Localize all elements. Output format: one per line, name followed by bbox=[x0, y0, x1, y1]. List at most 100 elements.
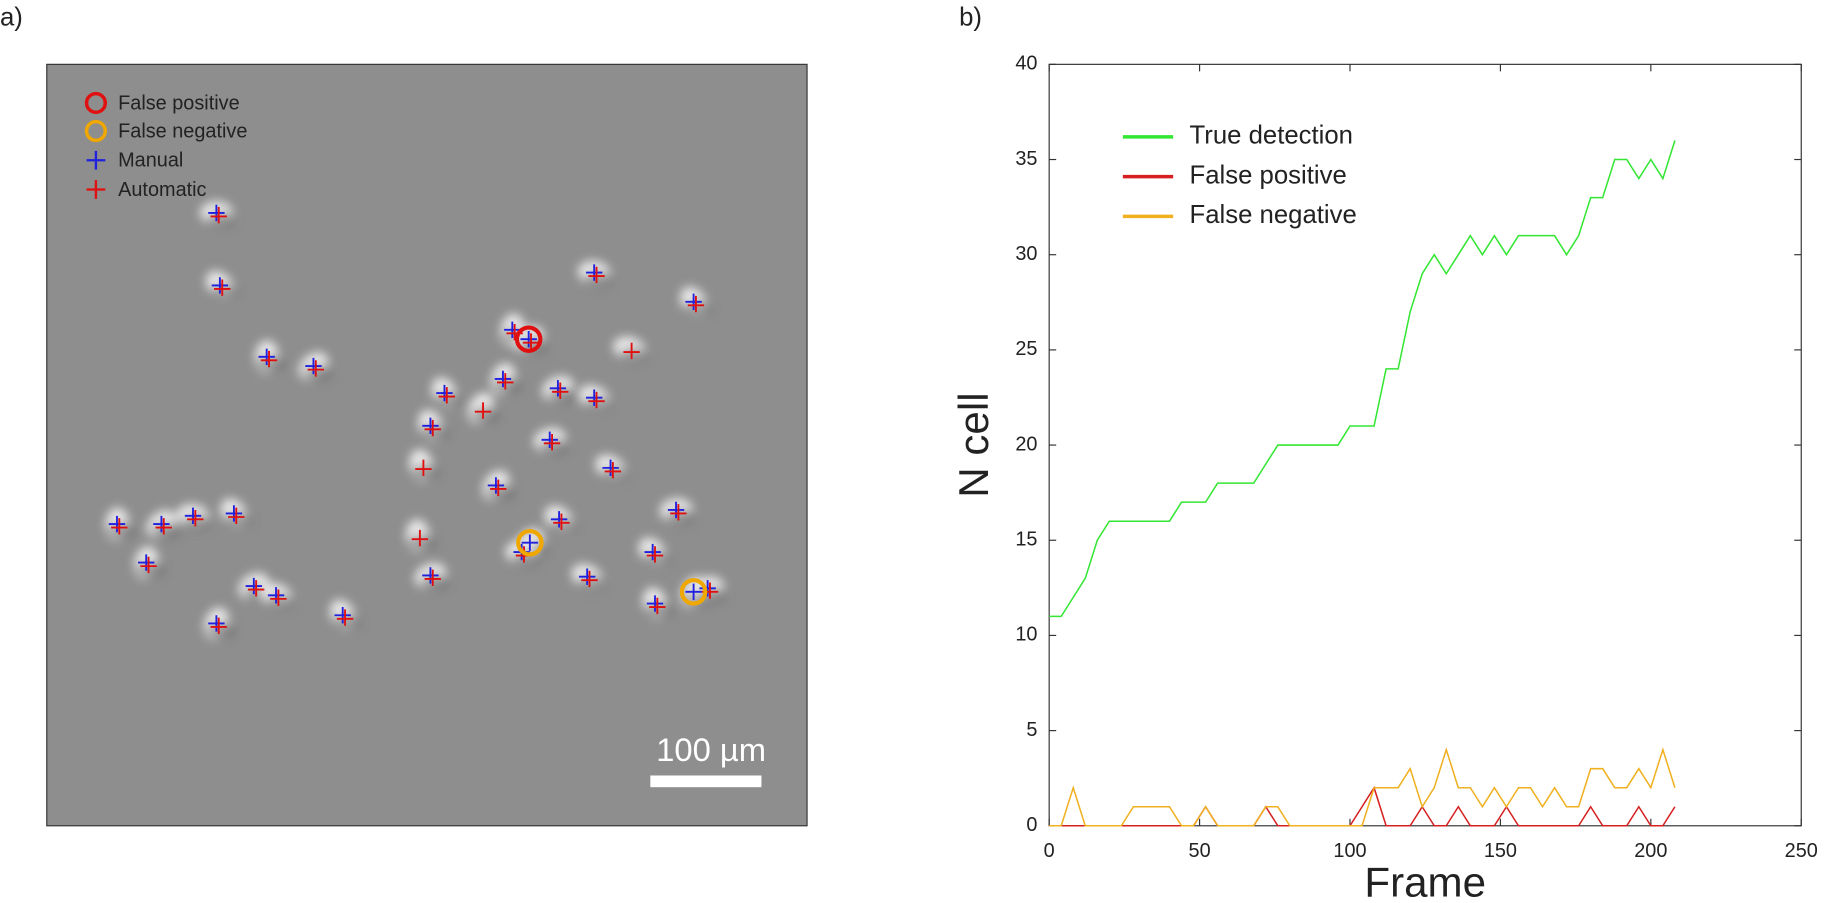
false-negative bbox=[516, 528, 544, 557]
panel-label: b) bbox=[959, 4, 982, 32]
manual-mark bbox=[225, 505, 243, 522]
manual-mark bbox=[685, 583, 702, 601]
auto-mark bbox=[247, 580, 265, 597]
legend-label: Manual bbox=[118, 150, 183, 172]
legend-label: Automatic bbox=[118, 179, 206, 201]
manual-mark bbox=[208, 204, 225, 222]
y-tick-label: 10 bbox=[1015, 624, 1037, 646]
manual-mark bbox=[585, 389, 603, 406]
manual-mark bbox=[520, 331, 537, 348]
auto-mark bbox=[424, 419, 441, 437]
auto-mark bbox=[155, 518, 172, 535]
auto-mark bbox=[307, 360, 324, 377]
y-axis-label: N cell bbox=[950, 392, 997, 497]
cell-shadow bbox=[435, 391, 464, 409]
auto-mark bbox=[670, 504, 687, 521]
manual-mark bbox=[644, 543, 661, 561]
auto-mark bbox=[187, 509, 204, 527]
manual-mark bbox=[602, 459, 619, 477]
cell-shadow bbox=[549, 518, 578, 535]
manual-mark bbox=[208, 615, 225, 632]
auto-mark bbox=[415, 459, 432, 477]
auto-mark bbox=[497, 373, 514, 390]
manual-mark bbox=[184, 507, 202, 525]
image-legend: False positive False negative Manual Aut… bbox=[84, 91, 247, 201]
y-tick-label: 35 bbox=[1015, 148, 1037, 170]
legend-label: False negative bbox=[118, 120, 247, 142]
manual-mark bbox=[487, 477, 505, 494]
manual-mark bbox=[685, 293, 702, 310]
cell-shadow bbox=[304, 364, 333, 382]
x-tick-label: 250 bbox=[1785, 840, 1818, 862]
cell-shadow bbox=[333, 614, 362, 631]
auto-mark bbox=[214, 279, 231, 296]
manual-mark bbox=[422, 417, 439, 434]
cell-shadow bbox=[183, 514, 212, 532]
manual-mark bbox=[646, 595, 664, 612]
manual-mark bbox=[494, 370, 512, 388]
cell-shadow bbox=[584, 271, 613, 288]
series-line bbox=[1049, 140, 1676, 618]
x-axis-label: Frame bbox=[1364, 859, 1486, 903]
cell-shadow bbox=[411, 464, 440, 481]
legend-label: True detection bbox=[1190, 122, 1353, 150]
auto-mark bbox=[623, 342, 640, 360]
auto-mark bbox=[543, 433, 561, 451]
manual-mark bbox=[422, 567, 439, 584]
cell-shadow bbox=[408, 534, 437, 551]
detections bbox=[108, 204, 719, 634]
false-positive bbox=[514, 325, 543, 353]
x-tick-label: 0 bbox=[1044, 840, 1055, 862]
y-tick-label: 25 bbox=[1015, 338, 1037, 360]
manual-mark bbox=[305, 357, 322, 375]
auto-mark bbox=[522, 333, 540, 350]
auto-mark bbox=[604, 462, 622, 479]
cell-shadow bbox=[486, 484, 515, 501]
y-tick-label: 0 bbox=[1026, 814, 1037, 836]
manual-mark bbox=[549, 380, 567, 397]
auto-mark bbox=[260, 350, 278, 368]
auto-mark bbox=[552, 382, 569, 399]
cell-shadow bbox=[548, 387, 577, 404]
manual-mark bbox=[521, 534, 539, 551]
manual-mark bbox=[245, 577, 262, 595]
auto-mark bbox=[490, 479, 507, 496]
manual-mark bbox=[585, 264, 603, 281]
cell-shadow bbox=[421, 574, 450, 591]
auto-mark bbox=[581, 570, 598, 588]
legend-label: False positive bbox=[1190, 161, 1347, 189]
cell-shadow bbox=[210, 284, 239, 301]
cell-shadow bbox=[152, 522, 181, 540]
cell-shadow bbox=[471, 407, 500, 424]
manual-mark bbox=[138, 554, 155, 571]
auto-mark bbox=[270, 589, 287, 606]
auto-mark bbox=[411, 529, 429, 547]
cell-shadow bbox=[207, 211, 236, 229]
legend-marker bbox=[84, 119, 108, 143]
legend-label: False negative bbox=[1190, 201, 1357, 229]
cell-shadow bbox=[207, 622, 236, 639]
y-tick-label: 20 bbox=[1015, 433, 1037, 455]
manual-mark bbox=[504, 321, 521, 339]
manual-mark bbox=[153, 515, 170, 533]
auto-mark bbox=[687, 295, 705, 313]
legend-marker bbox=[86, 150, 106, 170]
manual-mark bbox=[258, 348, 275, 365]
cell-shadow bbox=[421, 424, 450, 441]
auto-mark bbox=[438, 387, 455, 404]
cell-shadow bbox=[684, 300, 713, 317]
auto-mark bbox=[424, 569, 441, 587]
auto-mark bbox=[210, 207, 227, 224]
x-tick-label: 100 bbox=[1333, 840, 1366, 862]
auto-mark bbox=[228, 507, 245, 525]
manual-mark bbox=[436, 384, 453, 402]
auto-mark bbox=[140, 556, 157, 574]
false-negative bbox=[679, 578, 708, 606]
cell-shadow bbox=[643, 550, 672, 568]
plot-frame bbox=[1048, 63, 1802, 827]
manual-mark bbox=[541, 431, 558, 448]
manual-mark bbox=[108, 515, 126, 533]
auto-mark bbox=[474, 402, 492, 419]
cell-shadow bbox=[257, 355, 286, 372]
auto-mark bbox=[336, 609, 354, 626]
